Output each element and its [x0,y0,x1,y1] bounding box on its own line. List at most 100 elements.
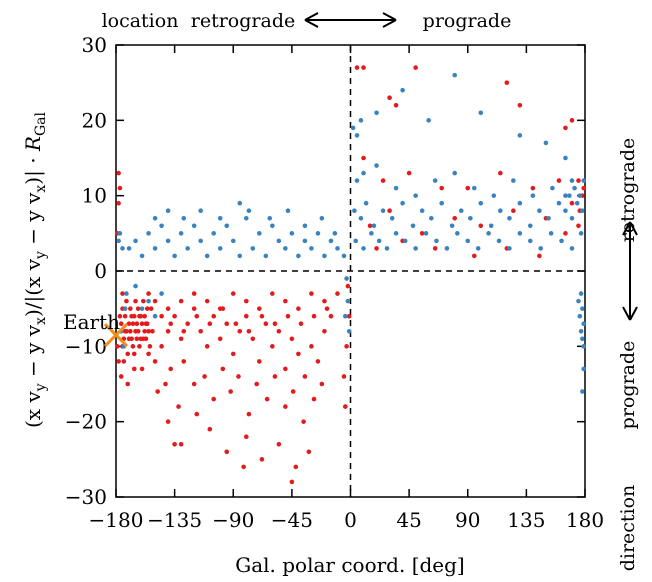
top-label-prograde: prograde [423,10,512,32]
data-point-series-2 [120,246,125,251]
data-point-series-1 [118,374,124,379]
data-point-series-1 [224,321,230,327]
data-point-series-1 [285,313,291,319]
data-point-series-2 [152,215,158,221]
data-point-series-2 [550,185,555,191]
earth-marker: Earth [63,310,129,348]
data-point-series-2 [344,276,349,281]
data-point-series-1 [181,359,187,364]
data-point-series-1 [144,306,150,311]
data-point-series-1 [465,185,471,191]
data-point-series-2 [517,133,523,138]
data-point-series-1 [283,404,288,409]
data-point-series-1 [298,321,304,327]
data-point-series-2 [452,72,458,78]
data-point-series-1 [168,366,174,372]
data-point-series-1 [207,426,213,432]
data-point-series-1 [517,102,523,108]
y-axis-title-part: − y v [21,324,45,383]
data-point-series-1 [361,65,366,70]
x-tick-label: −45 [271,508,313,532]
data-point-series-1 [367,223,373,229]
data-point-series-1 [152,298,158,304]
data-point-series-1 [243,434,249,440]
y-tick-label: −30 [65,485,107,509]
data-point-series-1 [254,381,259,387]
data-point-series-2 [507,215,512,221]
data-point-series-2 [546,215,551,221]
data-point-series-2 [511,178,516,183]
data-point-series-1 [202,374,207,379]
data-point-series-1 [128,306,133,311]
data-point-series-2 [393,185,399,191]
right-label-prograde: prograde [617,341,639,430]
data-point-series-2 [285,208,291,214]
data-point-series-1 [211,313,217,319]
data-point-series-2 [580,306,585,311]
y-axis-title-sub: x [33,317,49,325]
data-point-series-1 [243,298,249,304]
y-axis-title: (x vy − y vx)/|(x vy − y vx)| · RGal [21,111,49,428]
data-point-series-1 [264,396,270,402]
data-point-series-1 [257,306,262,311]
data-point-series-1 [283,366,288,372]
y-tick-label: 30 [82,33,107,57]
data-point-series-2 [458,208,464,214]
y-tick-label: −10 [65,334,107,358]
data-point-series-1 [246,328,252,334]
right-label-retrograde: retrograde [617,138,639,242]
data-point-series-1 [146,328,151,334]
data-point-series-1 [115,344,120,349]
data-point-series-2 [204,253,210,259]
data-point-series-2 [577,313,583,319]
data-point-series-1 [289,479,295,485]
data-point-series-1 [228,389,233,394]
y-axis-title-part: )| · [21,151,46,185]
data-point-series-1 [146,291,151,296]
data-point-series-1 [116,200,121,206]
y-axis-title-sub: Gal [33,111,49,136]
data-point-series-1 [198,328,203,334]
data-point-series-2 [341,253,347,259]
data-point-series-2 [276,238,282,244]
data-point-series-2 [569,215,575,221]
top-label-retrograde: retrograde [191,10,295,32]
data-point-series-2 [432,178,438,183]
data-point-series-2 [580,336,585,342]
data-point-series-1 [530,185,536,191]
data-point-series-2 [191,223,197,229]
y-axis-title-sub: x [33,185,49,193]
y-tick-label: 10 [82,184,107,208]
data-point-series-1 [237,328,243,334]
data-point-series-2 [410,223,416,229]
data-point-series-2 [465,238,471,244]
data-point-series-2 [530,193,536,198]
data-point-series-1 [311,396,317,402]
data-point-series-2 [322,253,327,259]
data-point-series-1 [131,351,137,357]
data-point-series-1 [556,178,562,183]
data-point-series-2 [133,238,138,244]
data-point-series-1 [276,441,282,447]
data-point-series-2 [537,208,542,214]
data-point-series-1 [374,246,379,251]
data-point-series-2 [335,246,340,251]
earth-label: Earth [63,310,120,334]
data-point-series-2 [126,246,132,251]
data-point-series-1 [576,223,581,229]
data-point-series-2 [559,238,564,244]
data-point-series-2 [257,231,262,236]
data-point-series-1 [346,313,352,319]
data-point-series-1 [342,404,348,409]
data-point-series-1 [139,366,145,372]
data-point-series-2 [581,366,586,372]
data-point-series-2 [578,291,584,296]
data-point-series-1 [241,464,246,470]
data-point-series-1 [272,321,278,327]
data-point-series-2 [211,231,217,236]
data-point-series-1 [204,344,210,349]
reference-lines [116,45,585,497]
x-tick-label: 180 [566,508,604,532]
data-point-series-1 [122,313,128,319]
data-point-series-2 [352,208,357,214]
